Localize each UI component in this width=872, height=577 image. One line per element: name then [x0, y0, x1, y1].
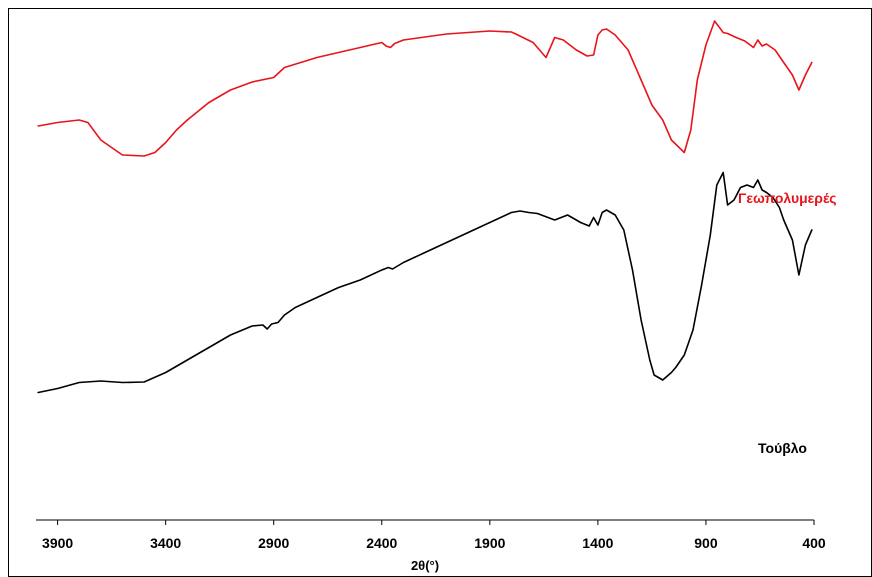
series-labels: Γεωπολυμερές Τούβλο	[738, 190, 837, 456]
x-tick-label: 400	[802, 535, 826, 551]
x-axis-title: 2θ(°)	[411, 558, 439, 573]
x-tick-label: 3400	[150, 535, 181, 551]
x-tick-label: 1900	[474, 535, 505, 551]
x-tick-label: 900	[694, 535, 718, 551]
x-axis: 3900 3400 2900 2400 1900 1400 900 400	[36, 519, 826, 551]
plot-area	[37, 20, 813, 394]
chart-area-border	[8, 8, 872, 577]
series-label-1: Τούβλο	[758, 440, 807, 456]
x-tick-label: 1400	[582, 535, 613, 551]
series-line-0	[37, 20, 813, 157]
series-label-0: Γεωπολυμερές	[738, 190, 837, 206]
x-tick-label: 2900	[258, 535, 289, 551]
x-tick-label: 3900	[42, 535, 73, 551]
x-tick-label: 2400	[366, 535, 397, 551]
series-line-1	[37, 171, 813, 394]
